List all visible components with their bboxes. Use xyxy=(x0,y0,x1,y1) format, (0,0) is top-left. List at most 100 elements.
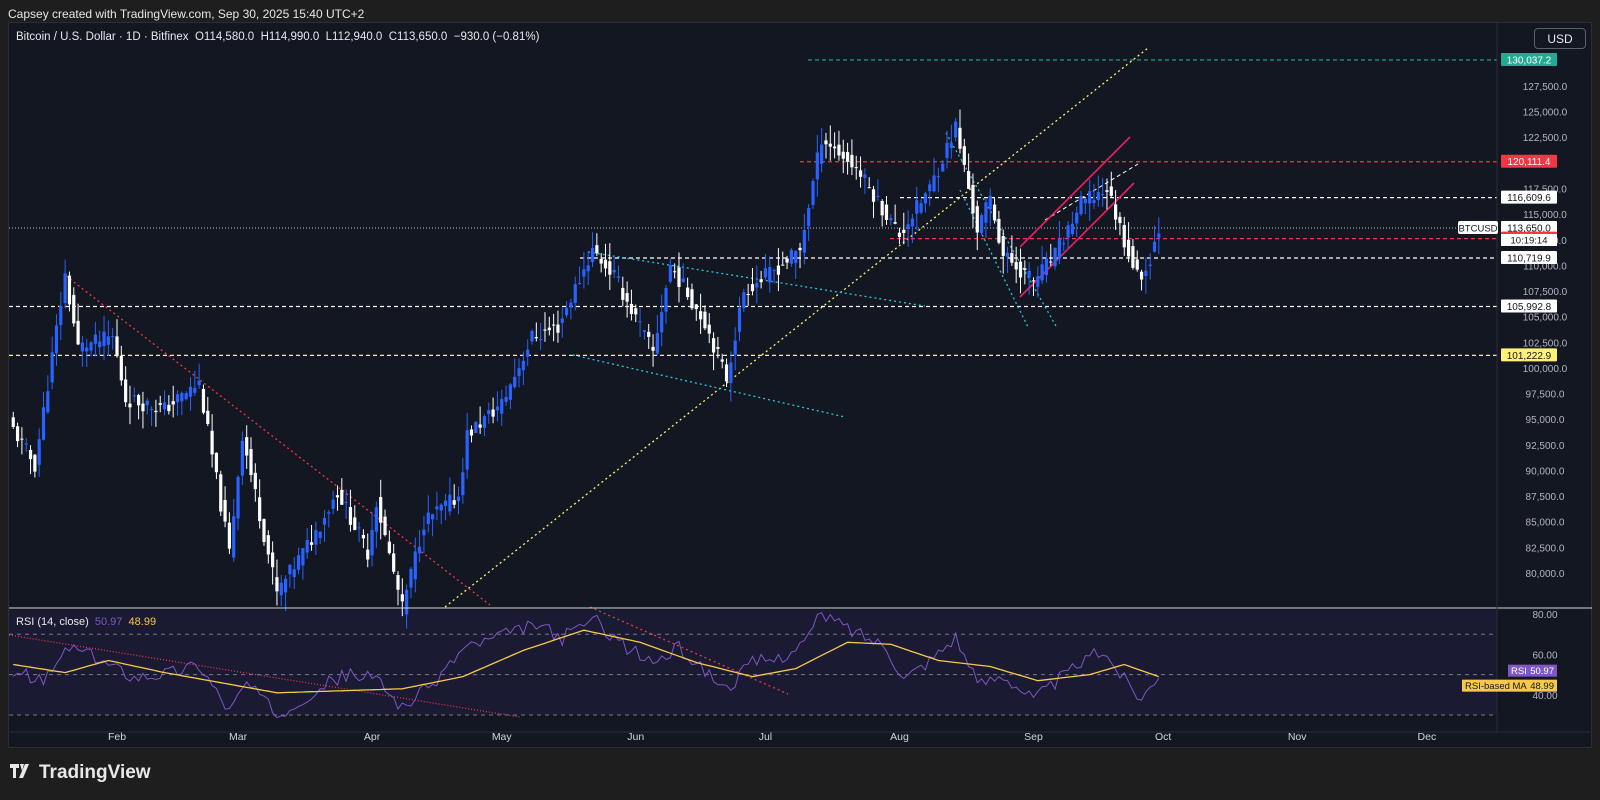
candle-body xyxy=(919,203,923,213)
candle-body xyxy=(54,325,59,354)
rsi-ma-value: 48.99 xyxy=(128,616,157,628)
candle-body xyxy=(988,195,992,210)
candle-body xyxy=(1092,200,1096,204)
candle-body xyxy=(638,321,642,323)
candle-body xyxy=(361,534,366,539)
candle-body xyxy=(76,320,80,345)
candle-body xyxy=(296,555,301,570)
pink-channel-top xyxy=(1019,136,1131,248)
rsi-tick: 40.00 xyxy=(1532,691,1557,702)
candle-body xyxy=(699,311,703,320)
candle-body xyxy=(154,410,158,413)
price-tag: 110,719.9 xyxy=(1507,254,1551,265)
candle-body xyxy=(348,507,353,525)
candle-body xyxy=(20,438,24,440)
candle-body xyxy=(962,146,966,165)
currency-button[interactable]: USD xyxy=(1534,28,1586,49)
candle-body xyxy=(387,541,391,554)
candle-body xyxy=(711,338,716,353)
candle-body xyxy=(802,230,806,253)
symbol-legend[interactable]: Bitcoin / U.S. Dollar · 1D · Bitfinex O1… xyxy=(16,31,539,43)
candle-body xyxy=(370,529,374,556)
candle-body xyxy=(491,409,495,417)
candle-body xyxy=(275,577,279,592)
candle-body xyxy=(768,267,772,283)
candle-body xyxy=(807,207,811,227)
candle-body xyxy=(880,201,884,216)
candle-body xyxy=(197,380,201,386)
rsi-legend[interactable]: RSI (14, close) 50.97 48.99 xyxy=(16,616,156,628)
candle-body xyxy=(1135,259,1139,270)
candle-body xyxy=(1005,252,1010,257)
candle-body xyxy=(504,396,508,402)
price-tag: 130,037.2 xyxy=(1507,55,1552,66)
tradingview-logo[interactable]: TradingView xyxy=(10,762,151,784)
candle-body xyxy=(357,527,361,529)
chart-caption: Capsey created with TradingView.com, Sep… xyxy=(8,7,365,21)
price-tick: 107,500.0 xyxy=(1523,287,1568,298)
candle-body xyxy=(789,249,793,264)
candle-body xyxy=(219,474,223,512)
candle-body xyxy=(478,424,482,428)
candle-body xyxy=(893,222,897,224)
time-axis[interactable]: Feb Mar Apr May Jun Jul Aug Sep Oct Nov Dec xyxy=(108,731,1436,743)
candle-body xyxy=(119,355,123,381)
candle-body xyxy=(590,247,595,263)
candle-body xyxy=(941,163,945,172)
price-tick: 80,000.0 xyxy=(1526,569,1565,580)
time-tick: Sep xyxy=(1024,731,1043,743)
candle-body xyxy=(1079,196,1083,215)
candle-body xyxy=(815,152,819,180)
candle-body xyxy=(608,261,612,275)
candle-body xyxy=(1053,247,1057,267)
candle-body xyxy=(552,324,556,326)
candle-body xyxy=(11,417,15,427)
candle-body xyxy=(763,268,768,278)
time-tick: Mar xyxy=(229,731,248,743)
candle-body xyxy=(724,364,729,382)
time-tick: Nov xyxy=(1288,731,1307,743)
candle-body xyxy=(24,443,28,445)
candle-body xyxy=(668,265,672,282)
candle-body xyxy=(992,204,997,221)
candle-body xyxy=(283,578,288,593)
price-tick: 100,000.0 xyxy=(1523,364,1568,375)
candle-body xyxy=(967,171,971,189)
candle-body xyxy=(867,187,871,189)
candle-body xyxy=(534,336,538,339)
price-axis[interactable]: 80,000.0 82,500.0 85,000.0 87,500.0 90,000.0… xyxy=(1523,82,1568,580)
rsi-value: 50.97 xyxy=(94,616,123,628)
candle-body xyxy=(1031,280,1036,282)
candle-body xyxy=(863,174,867,178)
candle-body xyxy=(206,410,210,424)
candle-body xyxy=(954,121,958,138)
candle-body xyxy=(543,329,547,331)
candle-body xyxy=(716,347,720,349)
candle-body xyxy=(521,360,525,371)
price-tag: 120,111.4 xyxy=(1507,157,1550,168)
rsi-value-tag-label: RSI xyxy=(1511,666,1527,677)
candle-body xyxy=(1122,224,1126,248)
candle-body xyxy=(124,379,128,403)
candle-body xyxy=(1057,238,1062,259)
candle-body xyxy=(318,531,322,538)
rsi-value-tag: 50.97 xyxy=(1530,666,1554,677)
candle-body xyxy=(469,429,474,436)
time-tick: Aug xyxy=(890,731,909,743)
candle-body xyxy=(1018,261,1023,278)
candle-body xyxy=(309,542,314,545)
candle-body xyxy=(928,184,932,192)
candle-body xyxy=(897,232,902,238)
price-tag-bg xyxy=(1501,154,1557,168)
candle-body xyxy=(664,287,668,312)
candle-body xyxy=(547,327,551,331)
candle-body xyxy=(111,336,115,338)
rsi-label: RSI (14, close) xyxy=(16,616,89,628)
price-tick: 85,000.0 xyxy=(1526,518,1565,529)
candle-body xyxy=(577,283,582,285)
candle-body xyxy=(586,265,590,272)
candle-body xyxy=(1075,212,1079,224)
candle-body xyxy=(180,392,184,402)
